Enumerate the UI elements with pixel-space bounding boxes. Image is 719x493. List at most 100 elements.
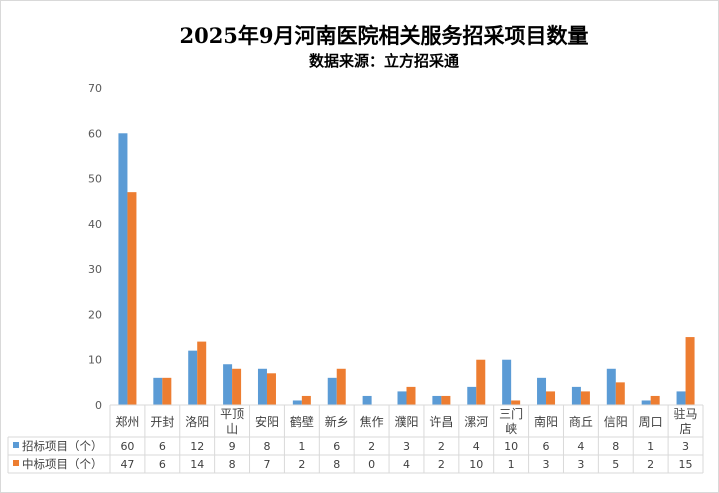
y-tick-label: 60 [88,127,102,140]
x-category-label: 洛阳 [185,414,209,429]
bar-bid [432,395,442,405]
x-category-label: 许昌 [429,415,453,429]
y-tick-label: 20 [88,308,102,321]
bar-bid [257,368,267,405]
table-value: 8 [333,458,340,471]
bar-award [197,341,207,405]
table-value: 60 [120,440,134,453]
bar-bid [571,386,581,405]
table-value: 2 [368,440,375,453]
table-value: 6 [543,440,550,453]
y-tick-label: 40 [88,218,102,231]
table-value: 2 [298,458,305,471]
table-value: 4 [403,458,410,471]
table-value: 3 [577,458,584,471]
table-value: 6 [333,440,340,453]
legend-label: 招标项目（个） [22,439,103,453]
table-value: 6 [159,440,166,453]
table-value: 2 [438,458,445,471]
legend-key-award [13,460,19,466]
x-category-label: 周口 [639,415,663,429]
bar-bid [537,377,547,405]
bar-bid [467,386,477,405]
legend-label: 中标项目（个） [22,457,103,471]
bar-award [685,337,695,405]
x-category-label: 信阳 [604,415,628,429]
x-category-label: 安阳 [255,414,279,429]
x-category-label: 平顶 [220,407,244,421]
table-value: 5 [612,458,619,471]
x-category-label: 新乡 [325,414,349,429]
bar-award [615,382,625,405]
bar-award [127,192,137,405]
bar-bid [362,395,372,405]
table-value: 10 [504,440,518,453]
y-tick-label: 0 [95,399,102,412]
x-category-label: 漯河 [464,415,488,429]
x-category-label: 濮阳 [394,414,418,429]
table-value: 3 [543,458,550,471]
bar-award [266,373,276,405]
x-category-label: 开封 [150,415,174,429]
y-tick-label: 70 [88,82,102,95]
table-value: 14 [190,458,204,471]
bar-bid [606,368,616,405]
table-value: 9 [229,440,236,453]
y-tick-label: 10 [88,354,102,367]
table-value: 4 [577,440,584,453]
table-value: 8 [612,440,619,453]
table-value: 1 [298,440,305,453]
bar-bid [223,364,233,405]
bar-bid [292,400,302,405]
x-category-label: 三门 [499,406,523,421]
table-value: 1 [647,440,654,453]
legend-key-bid [13,442,19,448]
bar-award [650,395,660,405]
table-value: 1 [508,458,515,471]
table-value: 3 [403,440,410,453]
table-value: 15 [679,458,693,471]
chart-title: 2025年9月河南医院相关服务招采项目数量 [179,23,588,48]
bar-bid [153,377,163,405]
x-category-label: 峡 [505,422,517,436]
bar-award [476,359,486,405]
table-value: 6 [159,458,166,471]
bar-bid [676,391,686,405]
bar-bid [502,359,512,405]
x-category-label: 驻马 [674,406,698,421]
bar-bid [188,350,198,405]
table-value: 2 [438,440,445,453]
bar-award [162,377,172,405]
table-value: 7 [263,458,270,471]
table-value: 4 [473,440,480,453]
x-category-label: 商丘 [569,414,593,429]
bar-bid [118,133,128,406]
chart-subtitle: 数据来源：立方招采通 [309,52,459,70]
bar-award [546,391,556,405]
bar-bid [327,377,337,405]
x-category-label: 鹤壁 [290,414,314,429]
table-value: 8 [263,440,270,453]
bar-award [441,395,451,405]
bar-bid [397,391,407,405]
table-value: 0 [368,458,375,471]
x-category-label: 郑州 [115,414,139,429]
bar-award [301,395,311,405]
table-value: 2 [647,458,654,471]
bar-award [336,368,346,405]
table-value: 10 [469,458,483,471]
bar-award [406,386,416,405]
y-tick-label: 50 [88,173,102,186]
x-category-label: 山 [226,422,238,436]
bar-bid [641,400,651,405]
bar-award [580,391,590,405]
table-value: 12 [190,440,204,453]
x-category-label: 南阳 [534,414,558,429]
x-category-label: 店 [680,422,692,436]
y-tick-label: 30 [88,263,102,276]
table-value: 8 [229,458,236,471]
bar-award [511,400,521,405]
bar-award [232,368,242,405]
table-value: 3 [682,440,689,453]
